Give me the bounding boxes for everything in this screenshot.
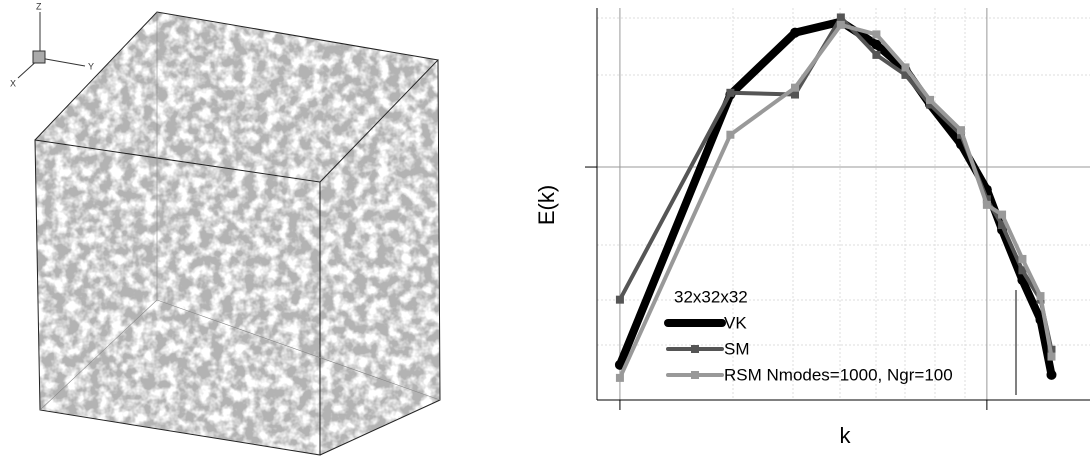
point [614,359,625,370]
point [871,39,882,50]
point [1018,254,1027,263]
legend-marker [691,345,699,353]
point [1047,352,1056,361]
point [926,100,935,109]
legend-marker [691,371,699,379]
legend-label: RSM Nmodes=1000, Ngr=100 [724,365,953,384]
point [726,130,735,139]
point [982,200,991,209]
point [872,30,881,39]
plot: k E(k) 32x32x32 VK SM RSM Nmodes=1000, Ngr=10… [534,8,1090,448]
point [1018,266,1027,275]
point [836,20,845,29]
point [872,50,881,59]
legend-title: 32x32x32 [674,287,748,306]
point [1036,292,1045,301]
point [791,83,800,92]
triad-z: Z [36,1,42,11]
axis-triad: Z Y X [10,1,94,88]
point [956,126,965,135]
x-axis-label: k [840,423,852,448]
point [998,220,1007,229]
point [790,27,801,38]
point [726,88,735,97]
point [836,13,845,22]
triad-x: X [10,78,16,88]
point [791,90,800,99]
legend-label: SM [724,339,750,358]
point [615,373,624,382]
triad-y: Y [88,61,94,71]
point [1046,369,1057,380]
point [926,95,935,104]
y-axis-label: E(k) [534,185,559,225]
point [901,63,910,72]
point [615,295,624,304]
point [998,210,1007,219]
legend-label: VK [724,313,747,332]
cube-render [34,11,441,456]
point [901,70,910,79]
